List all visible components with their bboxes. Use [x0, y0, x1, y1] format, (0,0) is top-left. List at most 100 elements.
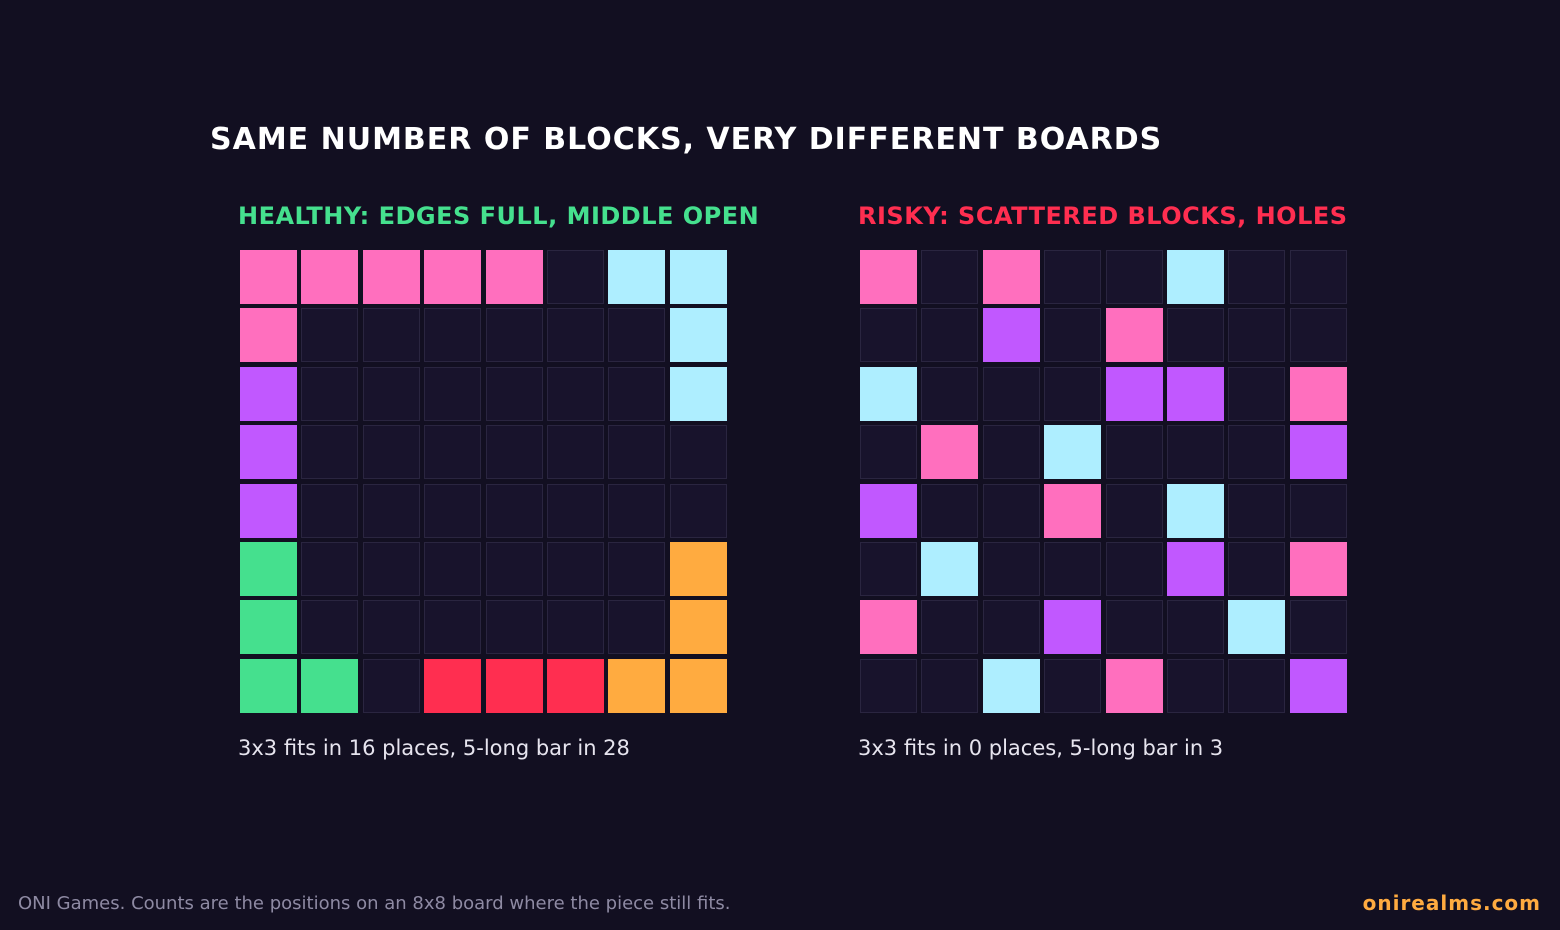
empty-cell: [546, 366, 604, 421]
empty-cell: [546, 541, 604, 596]
empty-cell: [921, 366, 979, 421]
pink-block-cell: [240, 308, 297, 363]
empty-cell: [1228, 541, 1286, 596]
empty-cell: [362, 483, 420, 538]
pink-block-cell: [860, 600, 917, 655]
healthy-heading: HEALTHY: EDGES FULL, MIDDLE OPEN: [238, 202, 760, 230]
pink-block-cell: [982, 250, 1040, 304]
empty-cell: [1166, 425, 1224, 480]
empty-cell: [608, 308, 666, 363]
cyan-block-cell: [982, 658, 1040, 713]
empty-cell: [362, 541, 420, 596]
empty-cell: [424, 600, 482, 655]
empty-cell: [921, 250, 979, 304]
empty-cell: [669, 425, 727, 480]
empty-cell: [1228, 250, 1286, 304]
green-block-cell: [240, 658, 297, 713]
pink-block-cell: [860, 250, 917, 304]
empty-cell: [424, 425, 482, 480]
empty-cell: [362, 366, 420, 421]
orange-block-cell: [669, 658, 727, 713]
red-block-cell: [485, 658, 543, 713]
green-block-cell: [301, 658, 359, 713]
cyan-block-cell: [921, 541, 979, 596]
cyan-block-cell: [608, 250, 666, 304]
purple-block-cell: [1044, 600, 1102, 655]
empty-cell: [424, 541, 482, 596]
empty-cell: [1289, 250, 1347, 304]
pink-block-cell: [301, 250, 359, 304]
risky-heading: RISKY: SCATTERED BLOCKS, HOLES: [858, 202, 1348, 230]
page-title: SAME NUMBER OF BLOCKS, VERY DIFFERENT BO…: [210, 122, 1163, 157]
empty-cell: [424, 366, 482, 421]
red-block-cell: [546, 658, 604, 713]
empty-cell: [860, 541, 917, 596]
pink-block-cell: [1105, 308, 1163, 363]
pink-block-cell: [424, 250, 482, 304]
cyan-block-cell: [1166, 483, 1224, 538]
orange-block-cell: [608, 658, 666, 713]
purple-block-cell: [1166, 366, 1224, 421]
empty-cell: [485, 600, 543, 655]
empty-cell: [362, 308, 420, 363]
empty-cell: [1228, 483, 1286, 538]
purple-block-cell: [1105, 366, 1163, 421]
cyan-block-cell: [860, 366, 917, 421]
empty-cell: [860, 658, 917, 713]
empty-cell: [860, 425, 917, 480]
empty-cell: [860, 308, 917, 363]
red-block-cell: [424, 658, 482, 713]
pink-block-cell: [1105, 658, 1163, 713]
empty-cell: [608, 600, 666, 655]
empty-cell: [485, 308, 543, 363]
empty-cell: [608, 366, 666, 421]
green-block-cell: [240, 541, 297, 596]
cyan-block-cell: [1044, 425, 1102, 480]
cyan-block-cell: [669, 308, 727, 363]
pink-block-cell: [362, 250, 420, 304]
cyan-block-cell: [669, 366, 727, 421]
empty-cell: [608, 425, 666, 480]
empty-cell: [485, 425, 543, 480]
footer-brand: onirealms.com: [1362, 891, 1541, 915]
empty-cell: [362, 425, 420, 480]
empty-cell: [362, 600, 420, 655]
pink-block-cell: [921, 425, 979, 480]
empty-cell: [546, 425, 604, 480]
purple-block-cell: [860, 483, 917, 538]
empty-cell: [1289, 600, 1347, 655]
empty-cell: [1044, 366, 1102, 421]
empty-cell: [301, 483, 359, 538]
empty-cell: [1166, 600, 1224, 655]
empty-cell: [485, 541, 543, 596]
pink-block-cell: [1289, 366, 1347, 421]
empty-cell: [546, 308, 604, 363]
empty-cell: [1289, 308, 1347, 363]
empty-cell: [921, 600, 979, 655]
empty-cell: [608, 483, 666, 538]
cyan-block-cell: [1228, 600, 1286, 655]
empty-cell: [546, 483, 604, 538]
purple-block-cell: [240, 425, 297, 480]
empty-cell: [921, 483, 979, 538]
empty-cell: [1105, 483, 1163, 538]
empty-cell: [1289, 483, 1347, 538]
green-block-cell: [240, 600, 297, 655]
empty-cell: [301, 541, 359, 596]
risky-caption: 3x3 fits in 0 places, 5-long bar in 3: [858, 736, 1224, 760]
purple-block-cell: [982, 308, 1040, 363]
empty-cell: [982, 541, 1040, 596]
empty-cell: [1105, 600, 1163, 655]
pink-block-cell: [485, 250, 543, 304]
empty-cell: [301, 600, 359, 655]
empty-cell: [921, 658, 979, 713]
empty-cell: [1044, 250, 1102, 304]
purple-block-cell: [240, 483, 297, 538]
empty-cell: [669, 483, 727, 538]
healthy-board: [240, 250, 728, 716]
risky-board: [860, 250, 1348, 716]
empty-cell: [982, 425, 1040, 480]
pink-block-cell: [1289, 541, 1347, 596]
empty-cell: [546, 250, 604, 304]
empty-cell: [1105, 541, 1163, 596]
